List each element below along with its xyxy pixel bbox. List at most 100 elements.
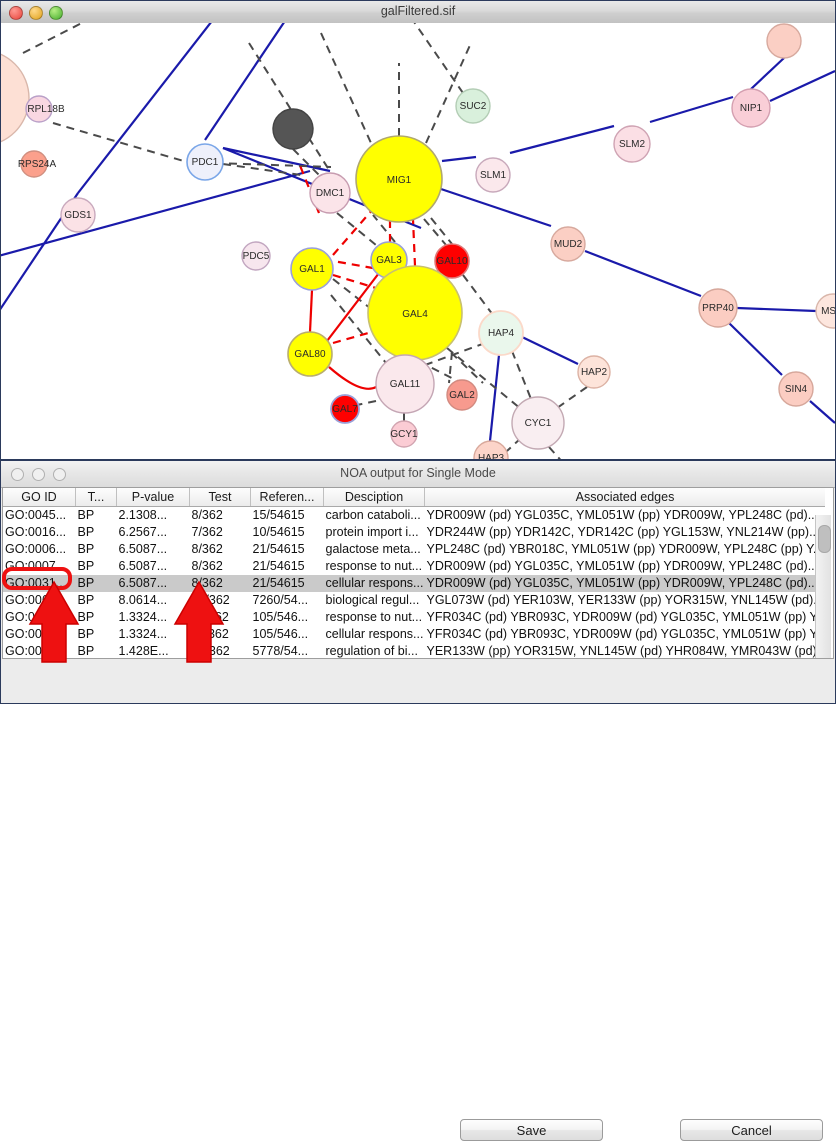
- node-GAL1[interactable]: [290, 247, 334, 291]
- cell-type: BP: [77, 559, 95, 573]
- noa-window-controls[interactable]: [11, 468, 66, 481]
- node-label: GAL1: [299, 264, 325, 275]
- network-canvas[interactable]: .pp{stroke:#1a1aaa;stroke-width:2.2;fill…: [1, 23, 835, 459]
- results-table-container[interactable]: GO ID T... P-value Test Referen... Desci…: [2, 487, 834, 659]
- cell-pvalue: 8.0614...: [118, 593, 168, 607]
- node-HAP4[interactable]: [478, 310, 524, 356]
- node-CYC1[interactable]: [511, 396, 565, 450]
- column-header-test[interactable]: Test: [189, 488, 251, 507]
- network-titlebar[interactable]: galFiltered.sif: [1, 1, 835, 24]
- close-icon[interactable]: [9, 6, 23, 20]
- node-label: GAL10: [436, 256, 468, 267]
- node[interactable]: [1, 50, 30, 146]
- column-header-type[interactable]: T...: [75, 488, 117, 507]
- node-label: GDS1: [64, 210, 92, 221]
- cell-edges: YDR009W (pd) YGL035C, YML051W (pp) YDR00…: [426, 559, 819, 573]
- node-RPL18B[interactable]: [25, 95, 53, 123]
- node[interactable]: [766, 23, 802, 59]
- edges-protein-dna: [22, 23, 588, 459]
- cell-go-id: GO:0065...: [5, 593, 67, 607]
- table-row[interactable]: GO:0006... BP 6.5087... 8/362 21/54615 g…: [3, 541, 825, 558]
- node-HAP3[interactable]: [473, 440, 509, 459]
- cell-reference: 7260/54...: [252, 593, 309, 607]
- cell-edges: YDR009W (pd) YGL035C, YML051W (pp) YDR00…: [424, 575, 825, 592]
- close-icon[interactable]: [11, 468, 24, 481]
- cell-edges: YFR034C (pd) YBR093C, YDR009W (pd) YGL03…: [426, 610, 826, 624]
- column-header-associated-edges[interactable]: Associated edges: [424, 488, 825, 507]
- node-unlabeled-dark[interactable]: [272, 108, 314, 150]
- cell-description: carbon cataboli...: [325, 508, 421, 522]
- window-controls[interactable]: [9, 6, 63, 20]
- cell-description: response to nut...: [325, 559, 423, 573]
- table-row[interactable]: GO:0065... BP 8.0614... 94/362 7260/54..…: [3, 592, 825, 609]
- column-header-go-id[interactable]: GO ID: [3, 488, 76, 507]
- table-row[interactable]: GO:0050... BP 1.428E... 80/362 5778/54..…: [3, 643, 825, 658]
- column-header-pvalue[interactable]: P-value: [116, 488, 190, 507]
- noa-titlebar[interactable]: NOA output for Single Mode: [1, 461, 835, 488]
- maximize-icon[interactable]: [49, 6, 63, 20]
- table-row[interactable]: GO:0031... BP 1.3324... 11/362 105/546..…: [3, 609, 825, 626]
- column-header-reference[interactable]: Referen...: [250, 488, 324, 507]
- cell-test: 11/362: [191, 627, 229, 641]
- node-label: GAL3: [376, 255, 402, 266]
- node-SUC2[interactable]: [455, 88, 491, 124]
- network-nodes[interactable]: RPL18B RPS24A GDS1 PDC1 PDC5 DMC1 MIG1 S…: [1, 23, 835, 459]
- cell-pvalue: 6.5087...: [118, 559, 168, 573]
- node-DMC1[interactable]: [309, 172, 351, 214]
- node-label: SUC2: [460, 101, 487, 112]
- node-MIG1[interactable]: [355, 135, 443, 223]
- table-row[interactable]: GO:0045... BP 2.1308... 8/362 15/54615 c…: [3, 507, 825, 525]
- cell-reference: 105/546...: [252, 627, 309, 641]
- node-NIP1[interactable]: [731, 88, 771, 128]
- cell-edges: YPL248C (pd) YBR018C, YML051W (pp) YDR00…: [426, 542, 824, 556]
- column-header-description[interactable]: Desciption: [323, 488, 425, 507]
- cell-description: galactose meta...: [325, 542, 421, 556]
- cell-edges: YDR244W (pp) YDR142C, YDR142C (pp) YGL15…: [426, 525, 820, 539]
- cancel-button[interactable]: Cancel: [680, 1119, 823, 1141]
- table-row[interactable]: GO:0031... BP 1.3324... 11/362 105/546..…: [3, 626, 825, 643]
- node-RPS24A[interactable]: [20, 150, 48, 178]
- cell-reference: 21/54615: [252, 559, 305, 573]
- cell-reference: 10/54615: [252, 525, 305, 539]
- node-MSN4[interactable]: [815, 293, 835, 329]
- node-GAL11[interactable]: [375, 354, 435, 414]
- node-label: GAL80: [294, 349, 326, 360]
- cell-go-id: GO:0016...: [5, 525, 67, 539]
- table-row[interactable]: GO:0007... BP 6.5087... 8/362 21/54615 r…: [3, 558, 825, 575]
- node-PRP40[interactable]: [698, 288, 738, 328]
- node-label: HAP2: [581, 367, 608, 378]
- results-table[interactable]: GO ID T... P-value Test Referen... Desci…: [3, 488, 825, 658]
- cell-test: 8/362: [191, 508, 223, 522]
- table-row[interactable]: GO:0016... BP 6.2567... 7/362 10/54615 p…: [3, 524, 825, 541]
- cell-test: 8/362: [189, 575, 251, 592]
- cell-type: BP: [77, 525, 95, 539]
- cell-reference: 105/546...: [252, 610, 309, 624]
- cell-go-id: GO:0050...: [5, 644, 67, 658]
- node-GAL7[interactable]: [330, 394, 360, 424]
- maximize-icon[interactable]: [53, 468, 66, 481]
- table-row-selected[interactable]: GO:0031... BP 6.5087... 8/362 21/54615 c…: [3, 575, 825, 592]
- save-button[interactable]: Save: [460, 1119, 603, 1141]
- node-GAL80[interactable]: [287, 331, 333, 377]
- minimize-icon[interactable]: [32, 468, 45, 481]
- scrollbar-thumb[interactable]: [818, 525, 831, 553]
- node-PDC5[interactable]: [241, 241, 271, 271]
- node-SIN4[interactable]: [778, 371, 814, 407]
- node-HAP2[interactable]: [577, 355, 611, 389]
- node-SLM2[interactable]: [613, 125, 651, 163]
- cell-description: regulation of bi...: [325, 644, 418, 658]
- node-GAL2[interactable]: [446, 379, 478, 411]
- node-GAL10[interactable]: [434, 243, 470, 279]
- table-vertical-scrollbar[interactable]: [815, 515, 831, 658]
- network-graph[interactable]: .pp{stroke:#1a1aaa;stroke-width:2.2;fill…: [1, 23, 835, 459]
- node-MUD2[interactable]: [550, 226, 586, 262]
- minimize-icon[interactable]: [29, 6, 43, 20]
- cell-edges: YGL073W (pd) YER103W, YER133W (pp) YOR31…: [426, 593, 824, 607]
- node-GCY1[interactable]: [390, 420, 418, 448]
- noa-output-window: NOA output for Single Mode GO ID T... P-…: [0, 460, 836, 1141]
- node-PDC1[interactable]: [186, 143, 224, 181]
- network-window: galFiltered.sif .pp{stroke:#1a1aaa;strok…: [0, 0, 836, 460]
- node-GDS1[interactable]: [60, 197, 96, 233]
- node-SLM1[interactable]: [475, 157, 511, 193]
